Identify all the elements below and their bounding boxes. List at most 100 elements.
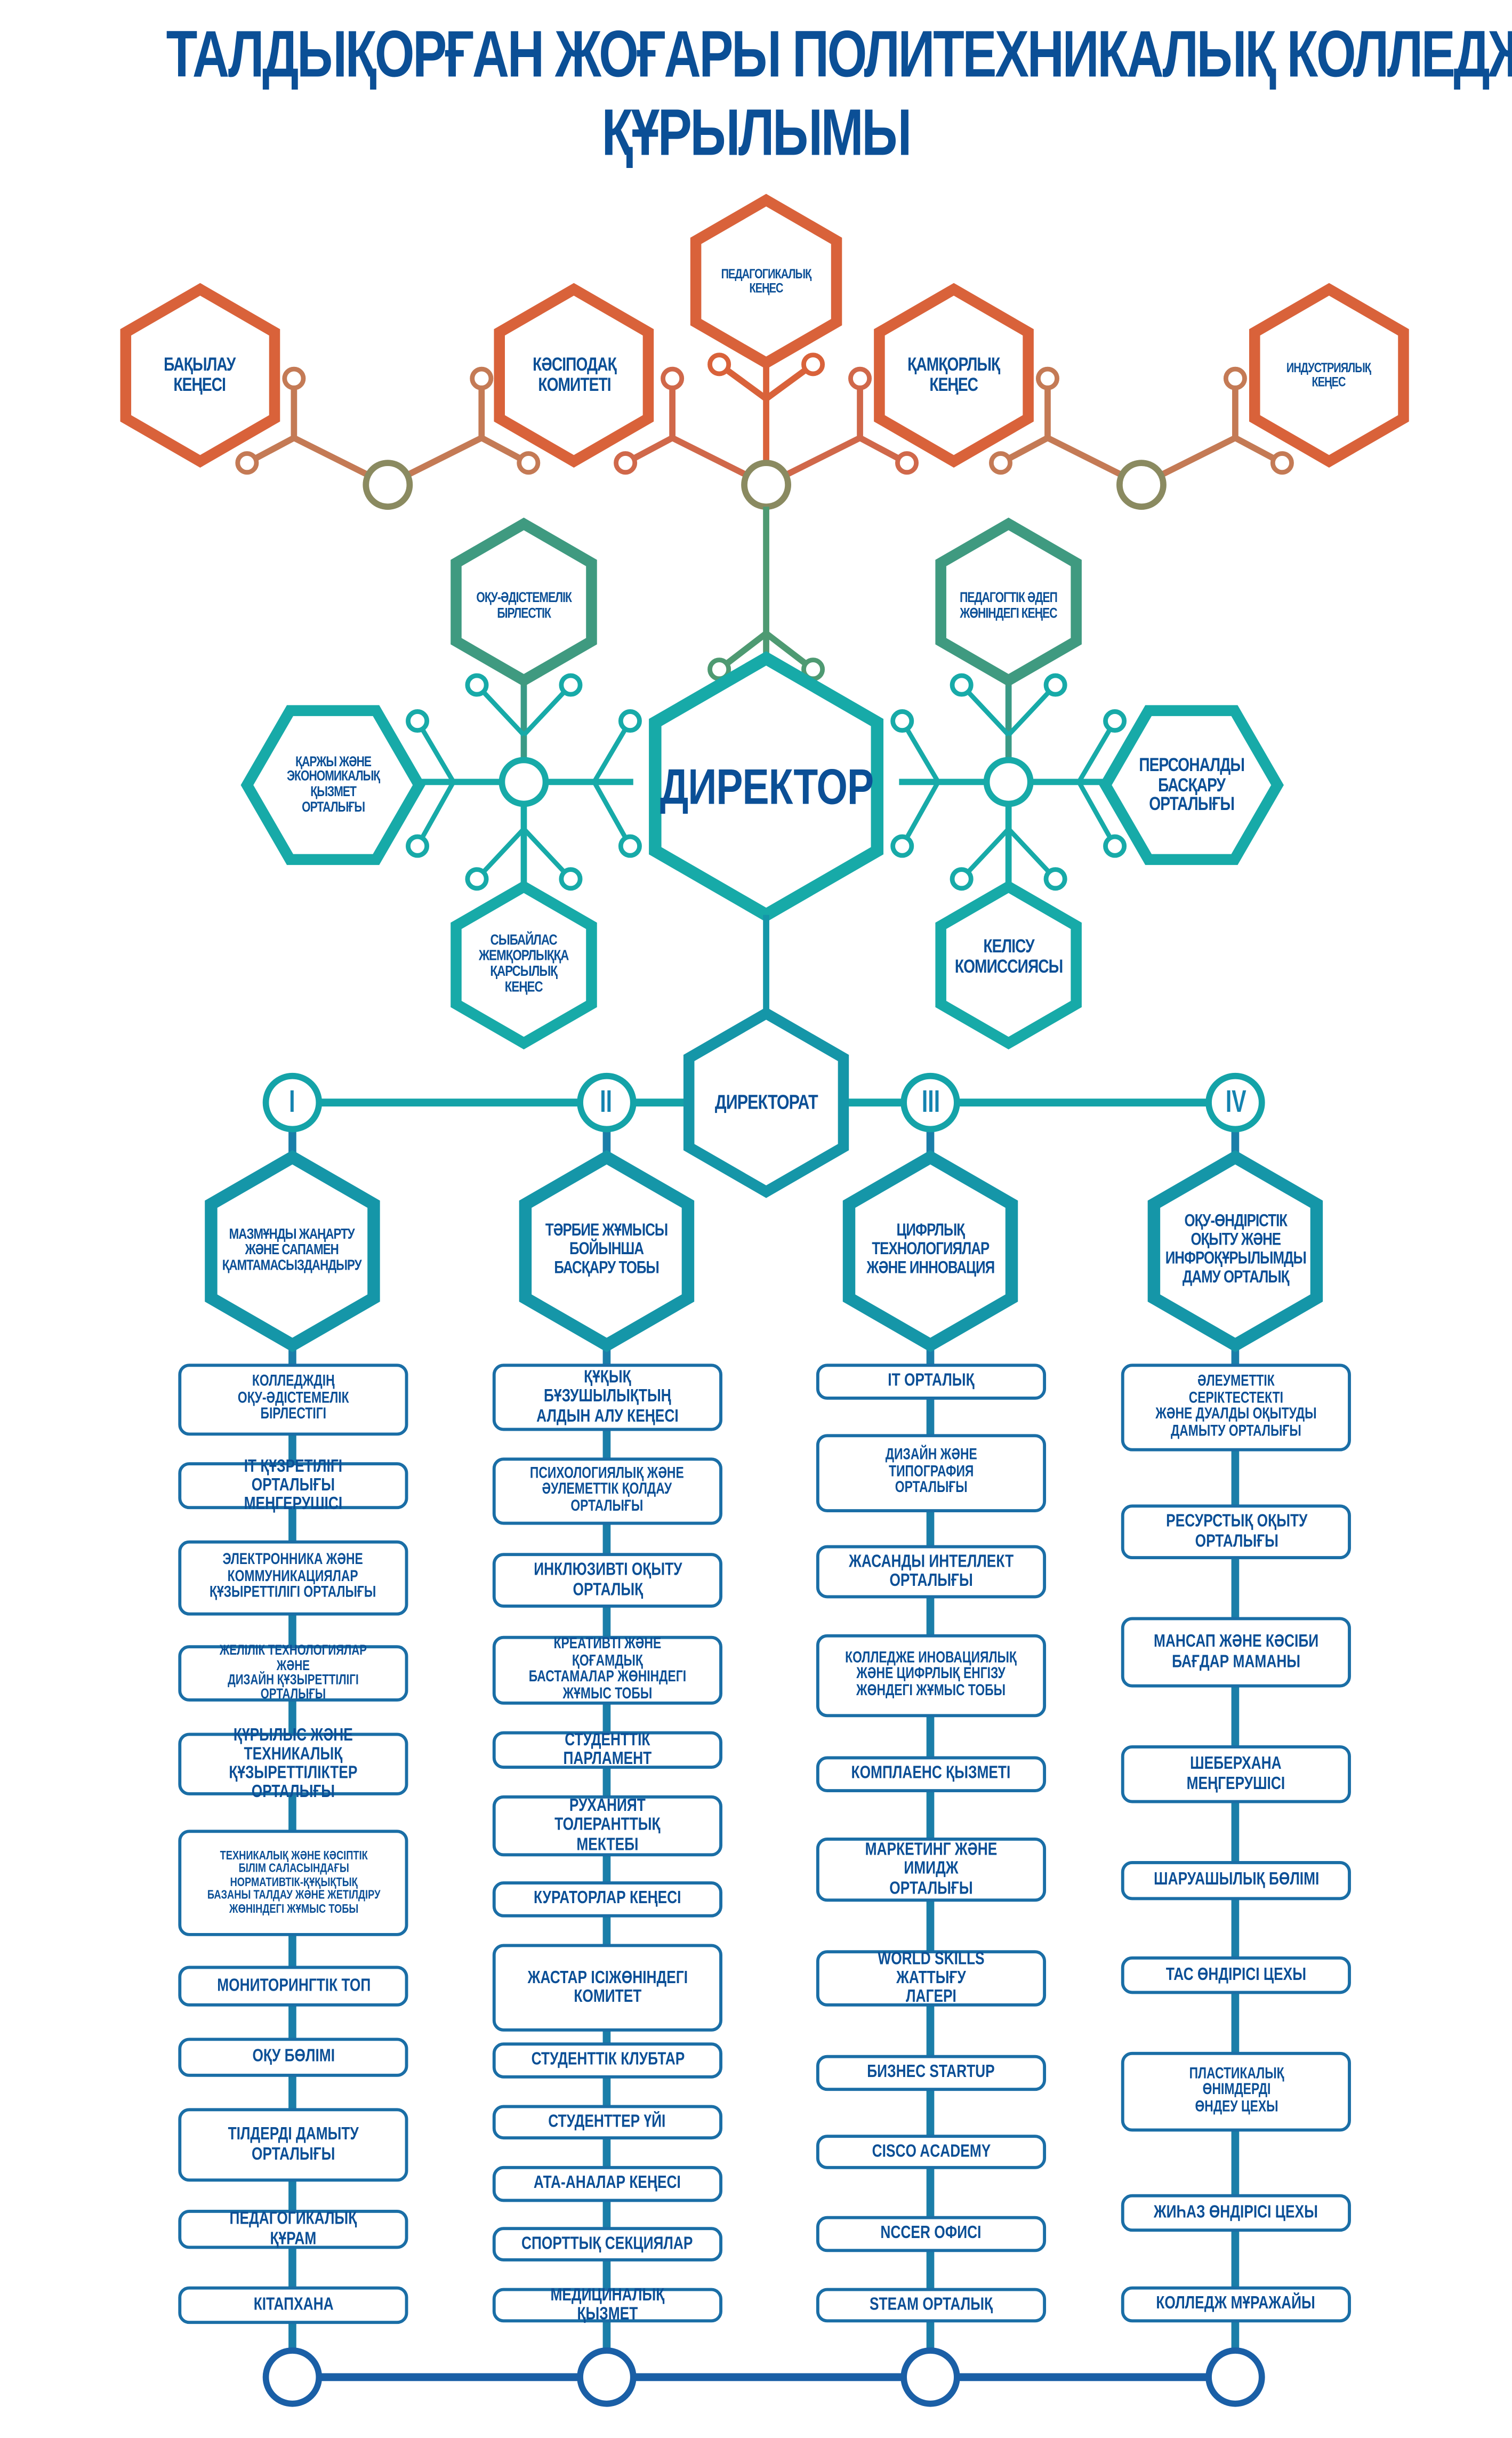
column-head-hexagon [519,1150,695,1352]
unit-box-label: ТАС ӨНДІРІСІ ЦЕХЫ [1165,1966,1306,1985]
unit-box: ДИЗАЙН ЖӘНЕ ТИПОГРАФИЯ ОРТАЛЫҒЫ [816,1434,1047,1513]
council-hexagon [494,283,654,468]
unit-box-label: СТУДЕНТТІК ПАРЛАМЕНТ [563,1731,652,1769]
directorate-label: ДИРЕКТОРАТ [696,1079,837,1126]
unit-box: ЖАСАНДЫ ИНТЕЛЛЕКТ ОРТАЛЫҒЫ [816,1545,1047,1599]
unit-left-2: ҚАРЖЫ ЖӘНЕ ЭКОНОМИКАЛЫҚ ҚЫЗМЕТ ОРТАЛЫҒЫ [259,723,407,848]
title-line-2: ҚҰРЫЛЫМЫ [601,95,912,169]
unit-right-1: ПЕДАГОГТІК ӘДЕП ЖӨНІНДЕГІ КЕҢЕС [946,575,1071,638]
council-4-text: ҚАМҚОРЛЫҚ КЕҢЕС [907,353,1000,396]
unit-right-2-text: ПЕРСОНАЛДЫ БАСҚАРУ ОРТАЛЫҒЫ [1138,753,1245,816]
unit-box: ШАРУАШЫЛЫҚ БӨЛІМІ [1121,1861,1351,1900]
unit-box-label: STEAM ОРТАЛЫҚ [869,2296,993,2315]
unit-box: КРЕАТИВТІ ЖӘНЕ ҚОҒАМДЫҚ БАСТАМАЛАР ЖӨНІН… [492,1635,722,1705]
unit-box-label: ӘЛЕУМЕТТІК СЕРІКТЕСТЕКТІ ЖӘНЕ ДУАЛДЫ ОҚЫ… [1155,1373,1317,1440]
unit-left-1: ОҚУ-ӘДІСТЕМЕЛІК БІРЛЕСТІК [461,575,586,638]
unit-box-label: ШАРУАШЫЛЫҚ БӨЛІМІ [1153,1871,1319,1890]
branch-end-circle [1103,834,1127,858]
branch-end-circle [890,709,914,733]
branch-end-circle [559,867,583,891]
page-title: ТАЛДЫҚОРҒАН ЖОҒАРЫ ПОЛИТЕХНИКАЛЫҚ КОЛЛЕД… [166,15,1512,172]
council-1: БАҚЫЛАУ КЕҢЕСІ [135,324,264,427]
column-head-1: МАЗМҰНДЫ ЖАҢАРТУ ЖӘНЕ САПАМЕН ҚАМТАМАСЫЗ… [210,1197,374,1306]
branch-end-circle [618,709,642,733]
connector-line [717,362,815,402]
unit-box: CISCO ACADEMY [816,2135,1047,2169]
branch-end-circle [470,366,494,390]
unit-box: МАНСАП ЖӘНЕ КӘСІБИ БАҒДАР МАМАНЫ [1121,1617,1351,1688]
unit-box: КОЛЛЕДЖ МҰРАЖАЙЫ [1121,2286,1351,2323]
unit-box: ТІЛДЕРДІ ДАМЫТУ ОРТАЛЫҒЫ [178,2108,408,2182]
hub-node [1116,460,1167,510]
unit-box: ҚҰРЫЛЫС ЖӘНЕ ТЕХНИКАЛЫҚ ҚҰЗЫРЕТТІЛІКТЕР … [178,1726,408,1802]
branch-end-circle [895,451,919,475]
column-head-3: ЦИФРЛЫҚ ТЕХНОЛОГИЯЛАР ЖӘНЕ ИННОВАЦИЯ [848,1197,1012,1306]
unit-box: ҚҰҚЫҚ БҰЗУШЫЛЫҚТЫҢ АЛДЫН АЛУ КЕҢЕСІ [492,1364,722,1431]
unit-box-label: КРЕАТИВТІ ЖӘНЕ ҚОҒАМДЫҚ БАСТАМАЛАР ЖӨНІН… [528,1635,687,1703]
branch-end-circle [707,352,731,376]
unit-box-label: ЖАСТАР ІСІЖӨНІНДЕГІ КОМИТЕТ [527,1969,688,2007]
branch-end-circle [950,867,974,891]
unit-box: ИНКЛЮЗИВТІ ОҚЫТУ ОРТАЛЫҚ [492,1553,722,1608]
unit-box-label: КОМПЛАЕНС ҚЫЗМЕТІ [851,1765,1011,1784]
unit-hexagon [1099,705,1284,865]
column-numeral-4: IV [1207,1074,1264,1131]
unit-hexagon [451,880,597,1050]
unit-box: NCCER ОФИСІ [816,2216,1047,2252]
unit-box: МЕДИЦИНАЛЫҚ ҚЫЗМЕТ [492,2286,722,2324]
hub-node [741,460,791,510]
branch-end-circle [848,366,872,390]
unit-hexagon [935,880,1082,1050]
directorate-hexagon [683,1007,849,1198]
unit-box: СТУДЕНТТІК КЛУБТАР [492,2042,722,2079]
unit-box: МАРКЕТИНГ ЖӘНЕ ИМИДЖ ОРТАЛЫҒЫ [816,1838,1047,1902]
column-numeral-text: II [600,1084,613,1119]
directorate-label-text: ДИРЕКТОРАТ [714,1090,818,1114]
branch-end-circle [1043,867,1067,891]
branch-end-circle [890,834,914,858]
branch-end-circle [618,834,642,858]
unit-box-label: ПСИХОЛОГИЯЛЫҚ ЖӘНЕ ӘУЛЕМЕТТІК ҚОЛДАУ ОРТ… [530,1465,685,1515]
hub-node [983,757,1034,807]
branch-end-circle [661,366,685,390]
unit-hexagon [935,517,1082,687]
unit-box: КОМПЛАЕНС ҚЫЗМЕТІ [816,1756,1047,1792]
bottom-node [1205,2347,1265,2407]
unit-box-label: ЖАСАНДЫ ИНТЕЛЛЕКТ ОРТАЛЫҒЫ [848,1553,1014,1591]
director-label: ДИРЕКТОР [660,740,873,833]
title-line-1: ТАЛДЫҚОРҒАН ЖОҒАРЫ ПОЛИТЕХНИКАЛЫҚ КОЛЛЕД… [166,17,1512,91]
unit-box-label: WORLD SKILLS ЖАТТЫҒУ ЛАГЕРІ [878,1950,985,2007]
unit-box: ЖИҺАЗ ӨНДІРІСІ ЦЕХЫ [1121,2194,1351,2232]
council-hexagon [690,194,842,370]
column-head-3-text: ЦИФРЛЫҚ ТЕХНОЛОГИЯЛАР ЖӘНЕ ИННОВАЦИЯ [866,1222,995,1278]
unit-box-label: СПОРТТЫҚ СЕКЦИЯЛАР [521,2234,694,2254]
branch-end-circle [1043,673,1067,697]
unit-box: СТУДЕНТТЕР ҮЙІ [492,2105,722,2140]
connector-line [415,781,456,847]
branch-end-circle [406,834,430,858]
branch-end-circle [282,366,306,390]
unit-box-label: МАРКЕТИНГ ЖӘНЕ ИМИДЖ ОРТАЛЫҒЫ [865,1841,998,1898]
column-head-4: ОҚУ-ӨНДІРІСТІК ОҚЫТУ ЖӘНЕ ИНФРОҚҰРЫЛЫМДЫ… [1153,1197,1317,1306]
branch-end-circle [1270,451,1294,475]
unit-right-1-text: ПЕДАГОГТІК ӘДЕП ЖӨНІНДЕГІ КЕҢЕС [960,590,1058,621]
unit-box: ӘЛЕУМЕТТІК СЕРІКТЕСТЕКТІ ЖӘНЕ ДУАЛДЫ ОҚЫ… [1121,1364,1351,1451]
unit-box-label: МЕДИЦИНАЛЫҚ ҚЫЗМЕТ [550,2286,665,2324]
unit-box: ЖАСТАР ІСІЖӨНІНДЕГІ КОМИТЕТ [492,1944,722,2032]
unit-left-3: СЫБАЙЛАС ЖЕМҚОРЛЫҚҚА ҚАРСЫЛЫҚ КЕҢЕС [461,910,586,1020]
unit-box: ПЕДАГОГИКАЛЫҚ ҚҰРАМ [178,2210,408,2249]
branch-end-circle [465,867,489,891]
unit-box-label: ШЕБЕРХАНА МЕҢГЕРУШІСІ [1187,1755,1285,1793]
unit-box: МОНИТОРИНГТІК ТОП [178,1966,408,2007]
council-hexagon [120,283,280,468]
unit-box-label: СТУДЕНТТЕР ҮЙІ [549,2113,666,2132]
unit-box: STEAM ОРТАЛЫҚ [816,2288,1047,2323]
column-head-1-text: МАЗМҰНДЫ ЖАҢАРТУ ЖӘНЕ САПАМЕН ҚАМТАМАСЫЗ… [223,1225,363,1275]
council-hexagon [1249,283,1409,468]
connector-line [415,719,456,783]
unit-box: IT ҚҰЗРЕТІЛІГІ ОРТАЛЫҒЫ МЕҢГЕРУШІСІ [178,1457,408,1514]
unit-box: КІТАПХАНА [178,2286,408,2324]
unit-box: ЖЕЛІЛІК ТЕХНОЛОГИЯЛАР ЖӘНЕ ДИЗАЙН ҚҰЗЫРЕ… [178,1643,408,1702]
unit-left-1-text: ОҚУ-ӘДІСТЕМЕЛІК БІРЛЕСТІК [476,590,572,621]
